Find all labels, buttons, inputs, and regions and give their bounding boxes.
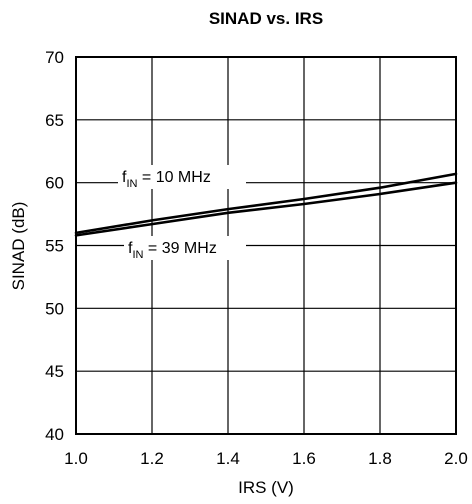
annotation-rest: = 10 MHz [137,169,210,186]
annotation-rest: = 39 MHz [143,240,216,257]
series-annotation-1: fIN = 10 MHz [122,169,211,190]
x-tick-label: 1.2 [140,449,164,468]
y-tick-label: 50 [45,299,64,318]
x-tick-label: 1.8 [368,449,392,468]
y-tick-label: 65 [45,111,64,130]
chart-title: SINAD vs. IRS [209,9,323,28]
y-tick-label: 45 [45,362,64,381]
x-tick-label: 1.6 [292,449,316,468]
y-tick-label: 70 [45,48,64,67]
annotation-background [118,165,246,189]
y-tick-label: 55 [45,237,64,256]
series-annotation-2: fIN = 39 MHz [128,240,217,261]
series-lines [74,172,458,237]
x-tick-label: 2.0 [444,449,468,468]
annotation-subscript: IN [126,178,137,190]
annotation-subscript: IN [132,249,143,261]
plot-frame [75,56,457,435]
annotation-background [124,236,246,260]
annotation-main: f [122,169,127,186]
x-axis-label: IRS (V) [238,478,294,497]
y-axis-label: SINAD (dB) [9,202,28,291]
x-tick-label: 1.4 [216,449,240,468]
y-tick-label: 60 [45,174,64,193]
x-tick-label: 1.0 [64,449,88,468]
x-tick-labels: 1.0 1.2 1.4 1.6 1.8 2.0 [64,449,468,468]
y-tick-label: 40 [45,425,64,444]
series-line-2 [74,181,458,237]
y-tick-labels: 40 45 50 55 60 65 70 [45,48,64,444]
annotation-main: f [128,240,133,257]
series-line-1 [74,172,458,235]
